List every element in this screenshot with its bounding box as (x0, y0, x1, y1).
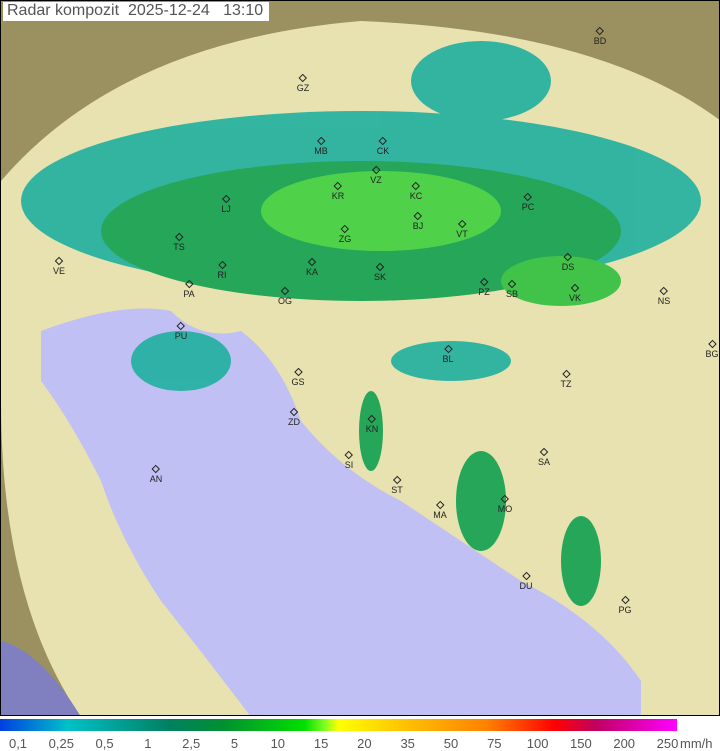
city-label: NS (657, 296, 671, 306)
city-label: DS (561, 262, 575, 272)
legend-unit: mm/h (680, 736, 713, 751)
city-label: KN (365, 424, 379, 434)
city-label: DU (519, 581, 533, 591)
city-label: KR (331, 191, 345, 201)
map-title: Radar kompozit 2025-12-24 13:10 (3, 2, 270, 21)
city-label: AN (149, 474, 163, 484)
city-label: PA (183, 289, 195, 299)
city-label: OG (277, 296, 293, 306)
city-label: GS (291, 377, 305, 387)
legend-tick: 75 (487, 736, 502, 751)
legend-tick: 200 (613, 736, 636, 751)
city-label: PC (521, 202, 535, 212)
city-label: VZ (370, 175, 382, 185)
city-label: BL (442, 354, 454, 364)
city-label: SB (505, 289, 519, 299)
city-label: TZ (560, 379, 572, 389)
city-label: CK (376, 146, 390, 156)
city-label: KC (409, 191, 423, 201)
city-label: MA (433, 510, 447, 520)
city-label: PG (618, 605, 632, 615)
city-label: VK (568, 293, 582, 303)
city-label: KA (305, 267, 319, 277)
city-label: SA (537, 457, 551, 467)
radar-echoes (21, 41, 701, 606)
city-label: VT (456, 229, 468, 239)
legend-tick: 5 (230, 736, 239, 751)
legend-tick: 15 (313, 736, 329, 751)
sea-outside (1, 641, 80, 715)
legend-tick: 100 (526, 736, 549, 751)
city-label: RI (217, 270, 227, 280)
legend-tick: 1 (144, 736, 152, 751)
city-label: VE (52, 266, 66, 276)
city-label: BD (593, 36, 607, 46)
legend-tick: 20 (357, 736, 372, 751)
radar-map[interactable]: BD GZ MB CK KR VZ KC LJ ZG BJ VT PC TS VE RI KA SK DS PA OG… (0, 0, 720, 716)
precipitation-color-scale (0, 719, 677, 731)
city-label: PZ (478, 287, 490, 297)
city-label: MO (497, 504, 513, 514)
city-label: PU (174, 331, 188, 341)
map-background (1, 1, 719, 715)
legend-tick: 250 (656, 736, 679, 751)
legend-tick: 0,25 (48, 736, 74, 751)
city-label: GZ (296, 83, 310, 93)
city-label: BJ (412, 221, 424, 231)
city-label: LJ (221, 204, 231, 214)
city-label: ZG (338, 234, 352, 244)
legend-tick: 0,1 (8, 736, 28, 751)
city-label: BG (705, 349, 719, 359)
legend-tick: 150 (570, 736, 592, 751)
legend-tick: 35 (400, 736, 415, 751)
city-label: ST (391, 485, 403, 495)
city-label: ZD (288, 417, 300, 427)
city-label: TS (173, 242, 185, 252)
adriatic-sea (41, 308, 641, 715)
legend-tick: 0,5 (95, 736, 114, 751)
legend-tick: 50 (443, 736, 459, 751)
legend-tick: 2,5 (182, 736, 201, 751)
city-label: MB (314, 146, 328, 156)
city-label: SI (344, 460, 354, 470)
city-label: SK (373, 272, 387, 282)
legend-tick: 10 (270, 736, 286, 751)
